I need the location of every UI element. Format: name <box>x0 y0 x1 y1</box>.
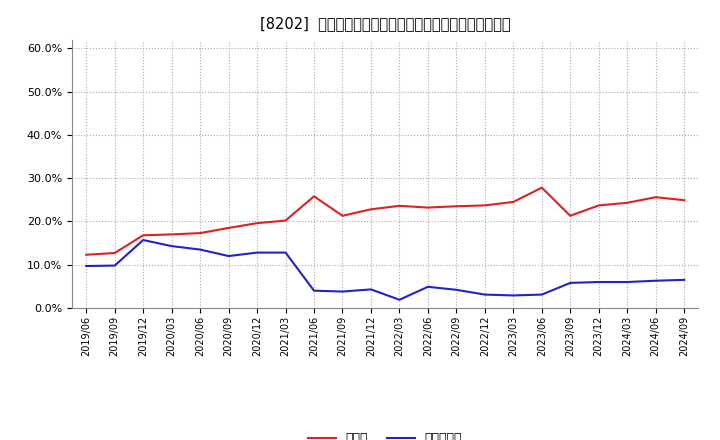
有利子負債 <box>282 250 290 255</box>
有利子負債 <box>110 263 119 268</box>
現頑金 <box>423 205 432 210</box>
現頑金 <box>366 207 375 212</box>
現頑金 <box>310 194 318 199</box>
有利子負債 <box>680 277 688 282</box>
現頑金 <box>253 220 261 226</box>
現頑金 <box>110 250 119 256</box>
有利子負債 <box>167 243 176 249</box>
Title: [8202]  現頑金、有利子負債の総資産に対する比率の推移: [8202] 現頑金、有利子負債の総資産に対する比率の推移 <box>260 16 510 32</box>
現頑金 <box>395 203 404 209</box>
有利子負債 <box>82 264 91 269</box>
現頑金 <box>139 233 148 238</box>
有利子負債 <box>253 250 261 255</box>
Legend: 現頑金, 有利子負債: 現頑金, 有利子負債 <box>303 427 467 440</box>
現頑金 <box>480 203 489 208</box>
有利子負債 <box>139 238 148 243</box>
現頑金 <box>167 232 176 237</box>
有利子負債 <box>509 293 518 298</box>
現頑金 <box>595 203 603 208</box>
有利子負債 <box>225 253 233 259</box>
現頑金 <box>452 204 461 209</box>
Line: 現頑金: 現頑金 <box>86 187 684 255</box>
有利子負債 <box>652 278 660 283</box>
現頑金 <box>509 199 518 205</box>
有利子負債 <box>338 289 347 294</box>
現頑金 <box>623 200 631 205</box>
現頑金 <box>196 231 204 236</box>
現頑金 <box>652 194 660 200</box>
現頑金 <box>338 213 347 218</box>
現頑金 <box>225 225 233 231</box>
有利子負債 <box>566 280 575 286</box>
Line: 有利子負債: 有利子負債 <box>86 240 684 300</box>
現頑金 <box>566 213 575 218</box>
有利子負債 <box>310 288 318 293</box>
現頑金 <box>537 185 546 190</box>
有利子負債 <box>423 284 432 290</box>
有利子負債 <box>623 279 631 285</box>
有利子負債 <box>595 279 603 285</box>
有利子負債 <box>480 292 489 297</box>
有利子負債 <box>366 287 375 292</box>
有利子負債 <box>196 247 204 252</box>
現頑金 <box>680 198 688 203</box>
有利子負債 <box>395 297 404 302</box>
現頑金 <box>82 252 91 257</box>
有利子負債 <box>452 287 461 293</box>
有利子負債 <box>537 292 546 297</box>
現頑金 <box>282 218 290 223</box>
